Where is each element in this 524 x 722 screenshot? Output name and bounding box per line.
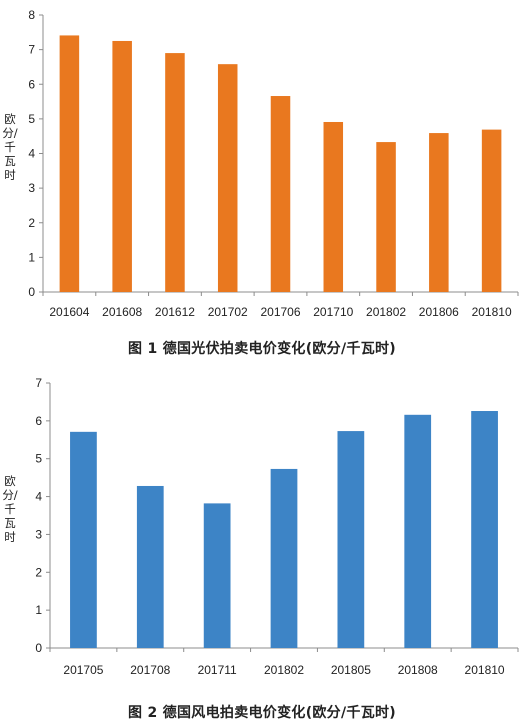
- wind-chart-plot: 0 1 2 3 4 5 6 7 201705 201708 201711 201802 201805 20…: [35, 376, 519, 677]
- solar-bar: [323, 121, 344, 293]
- wind-y-tick-label: 1: [35, 603, 42, 617]
- wind-x-tick-label: 201802: [264, 663, 304, 677]
- solar-auction-chart: 0 1 2 3 4 5 6 7 8 201604 201608 201612 201702 201706 2…: [2, 8, 519, 357]
- wind-y-tick-label: 2: [35, 565, 42, 579]
- solar-y-tick-label: 8: [28, 8, 35, 22]
- wind-x-tick-label: 201810: [465, 663, 505, 677]
- wind-x-tick-label: 201708: [130, 663, 170, 677]
- wind-y-tick-label: 4: [35, 490, 42, 504]
- wind-bar: [270, 468, 298, 648]
- solar-x-tick-label: 201802: [366, 305, 406, 319]
- solar-y-tick-label: 0: [28, 285, 35, 299]
- solar-bar: [165, 53, 185, 293]
- solar-y-axis-label: 欧分/千瓦时: [2, 112, 18, 182]
- wind-y-tick-label: 0: [35, 641, 42, 655]
- wind-chart-caption: 图 2 德国风电拍卖电价变化(欧分/千瓦时): [128, 705, 396, 721]
- wind-auction-chart: 0 1 2 3 4 5 6 7 201705 201708 201711 201802 201805 20…: [0, 370, 524, 721]
- solar-y-tick-label: 3: [28, 181, 35, 195]
- wind-x-tick-label: 201808: [398, 663, 438, 677]
- wind-x-tick-label: 201705: [63, 663, 103, 677]
- wind-bar: [136, 485, 164, 648]
- solar-bar: [270, 96, 291, 293]
- wind-bar: [70, 431, 97, 648]
- wind-y-tick-label: 7: [35, 376, 42, 390]
- wind-x-tick-label: 201805: [331, 663, 371, 677]
- solar-bar: [429, 133, 449, 292]
- wind-bar: [337, 431, 365, 648]
- wind-y-tick-label: 3: [35, 527, 42, 541]
- solar-x-tick-label: 201612: [155, 305, 195, 319]
- solar-y-tick-label: 7: [28, 43, 35, 57]
- solar-y-tick-label: 4: [28, 147, 35, 161]
- solar-y-tick-label: 1: [28, 250, 35, 264]
- solar-chart-plot: 0 1 2 3 4 5 6 7 8 201604 201608 201612 201702 201706 2…: [28, 8, 519, 319]
- wind-bar: [471, 411, 498, 648]
- solar-x-tick-label: 201706: [260, 305, 300, 319]
- solar-x-tick-label: 201806: [419, 305, 459, 319]
- solar-bar: [112, 40, 132, 292]
- solar-bar: [376, 142, 396, 292]
- wind-y-tick-label: 5: [35, 452, 42, 466]
- solar-y-tick-label: 6: [28, 77, 35, 91]
- wind-bar: [203, 503, 231, 648]
- solar-x-tick-label: 201810: [472, 305, 512, 319]
- solar-y-tick-label: 5: [28, 112, 35, 126]
- wind-y-axis-label: 欧分/千瓦时: [2, 474, 18, 544]
- solar-x-tick-label: 201604: [49, 305, 89, 319]
- solar-y-tick-label: 2: [28, 216, 35, 230]
- wind-x-tick-label: 201711: [198, 663, 237, 677]
- solar-bar: [217, 64, 238, 292]
- solar-chart-caption: 图 1 德国光伏拍卖电价变化(欧分/千瓦时): [128, 341, 396, 357]
- wind-bar: [404, 414, 432, 648]
- solar-x-tick-label: 201710: [313, 305, 353, 319]
- solar-x-tick-label: 201702: [208, 305, 248, 319]
- solar-bar: [481, 129, 502, 292]
- solar-x-tick-label: 201608: [102, 305, 142, 319]
- solar-bar: [59, 35, 80, 293]
- wind-y-tick-label: 6: [35, 414, 42, 428]
